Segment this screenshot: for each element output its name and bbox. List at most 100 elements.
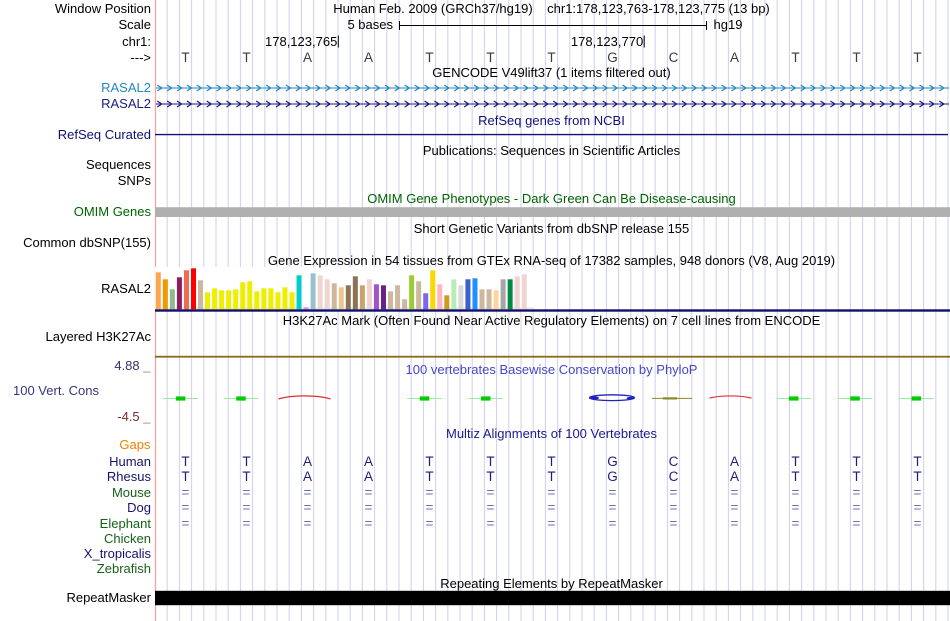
base-letter: T	[425, 49, 434, 65]
track-label-species-human[interactable]: Human	[109, 453, 151, 469]
track-label-chrom: chr1:	[122, 33, 151, 49]
gtex-bar-12	[233, 289, 239, 310]
gtex-bar-17	[268, 288, 274, 310]
gtex-bar-47	[479, 289, 485, 310]
alignment-cell-rhesus: A	[363, 469, 374, 484]
gtex-bar-28	[345, 285, 351, 310]
gtex-expression-bars[interactable]	[155, 268, 527, 310]
track-label-strand: --->	[130, 49, 151, 65]
alignment-cell-mouse: =	[730, 485, 739, 500]
gtex-bar-41	[437, 284, 443, 310]
gtex-bar-49	[493, 290, 499, 310]
gtex-bar-10	[219, 290, 225, 310]
track-title-publications: Publications: Sequences in Scientific Ar…	[422, 143, 681, 158]
axis-label-phylop-min: -4.5 _	[117, 410, 150, 424]
alignment-cell-dog: =	[547, 500, 556, 515]
track-label-species-chicken[interactable]: Chicken	[104, 530, 151, 546]
alignment-cell-human: A	[363, 453, 374, 469]
alignment-cell-dog: =	[669, 500, 678, 515]
base-letter: T	[547, 49, 556, 65]
alignment-cell-elephant: =	[791, 515, 800, 531]
gtex-bar-18	[275, 292, 281, 310]
gtex-bar-11	[226, 290, 232, 310]
alignment-cell-dog: =	[486, 500, 495, 515]
track-label-layered-h3k27ac[interactable]: Layered H3K27Ac	[45, 329, 151, 344]
alignment-cell-elephant: =	[425, 515, 434, 531]
track-title-dbsnp: Short Genetic Variants from dbSNP releas…	[413, 221, 690, 236]
gencode-transcript-2-line[interactable]	[156, 100, 949, 108]
track-label-common-dbsnp[interactable]: Common dbSNP(155)	[23, 235, 151, 250]
track-label-vert-cons[interactable]: 100 Vert. Cons	[13, 383, 99, 398]
gtex-bar-46	[472, 278, 478, 310]
gtex-bar-7	[198, 280, 204, 310]
gtex-bar-53	[521, 274, 527, 310]
track-label-gencode-rasal2-1[interactable]: RASAL2	[101, 80, 151, 95]
alignment-cell-rhesus: T	[913, 469, 922, 484]
gtex-bar-8	[205, 292, 211, 310]
phylop-conservation-features[interactable]	[163, 394, 934, 402]
alignment-cell-elephant: =	[852, 515, 861, 531]
alignment-cell-human: T	[547, 453, 556, 469]
track-label-refseq-curated[interactable]: RefSeq Curated	[57, 126, 151, 142]
track-label-species-mouse[interactable]: Mouse	[111, 485, 151, 500]
assembly-label: Human Feb. 2009 (GRCh37/hg19)	[333, 0, 533, 16]
gencode-transcript-1-line[interactable]	[156, 84, 949, 92]
alignment-cell-elephant: =	[181, 515, 190, 531]
track-title-repeatmasker: Repeating Elements by RepeatMasker	[440, 575, 663, 591]
alignment-cell-human: T	[913, 453, 922, 469]
gtex-bar-1	[155, 272, 161, 310]
axis-value: -4.5	[117, 409, 140, 424]
omim-genes-bar[interactable]	[155, 207, 950, 217]
gtex-bar-40	[430, 270, 436, 310]
alignment-cell-dog: =	[364, 500, 373, 515]
gtex-bar-21	[296, 275, 302, 310]
track-label-gaps[interactable]: Gaps	[119, 436, 151, 452]
track-label-species-rhesus[interactable]: Rhesus	[106, 469, 151, 484]
alignment-cell-mouse: =	[791, 485, 800, 500]
alignment-cell-elephant: =	[669, 515, 678, 531]
gtex-bar-15	[254, 291, 260, 310]
alignment-cell-rhesus: T	[181, 469, 190, 484]
gtex-bar-36	[402, 299, 408, 310]
track-label-gencode-rasal2-2[interactable]: RASAL2	[101, 96, 151, 111]
base-letter: C	[668, 49, 679, 65]
alignment-cell-elephant: =	[303, 515, 312, 531]
scale-bar	[399, 21, 707, 30]
gtex-bar-3	[169, 289, 175, 310]
track-label-species-elephant[interactable]: Elephant	[99, 515, 151, 531]
gtex-bar-27	[338, 287, 344, 310]
alignment-cell-mouse: =	[913, 485, 922, 500]
alignment-cell-elephant: =	[242, 515, 251, 531]
alignment-cell-mouse: =	[608, 485, 617, 500]
alignment-cell-dog: =	[730, 500, 739, 515]
h3k27ac-signal-line[interactable]	[155, 355, 950, 358]
alignment-cell-dog: =	[425, 500, 434, 515]
track-label-repeatmasker-label[interactable]: RepeatMasker	[66, 589, 151, 605]
track-label-species-dog[interactable]: Dog	[127, 500, 151, 515]
gtex-bar-26	[331, 283, 337, 310]
track-label-gtex-rasal2[interactable]: RASAL2	[101, 281, 151, 296]
track-title-gencode: GENCODE V49lift37 (1 items filtered out)	[432, 65, 671, 80]
track-label-window-position: Window Position	[54, 0, 151, 16]
alignment-cell-elephant: =	[730, 515, 739, 531]
alignment-cell-mouse: =	[425, 485, 434, 500]
track-label-omim-genes[interactable]: OMIM Genes	[73, 204, 151, 219]
gtex-bar-38	[416, 281, 422, 310]
gtex-bar-30	[359, 285, 365, 310]
gtex-bar-19	[282, 287, 288, 310]
track-label-snps[interactable]: SNPs	[117, 173, 151, 188]
repeatmasker-bar[interactable]	[155, 590, 950, 606]
alignment-cell-human: T	[791, 453, 800, 469]
gtex-bar-33	[380, 285, 386, 310]
gtex-bar-23	[310, 273, 316, 310]
alignment-cell-human: T	[852, 453, 861, 469]
alignment-cell-dog: =	[852, 500, 861, 515]
track-label-species-x-tropicalis[interactable]: X_tropicalis	[83, 545, 151, 561]
alignment-cell-mouse: =	[669, 485, 678, 500]
track-label-species-zebrafish[interactable]: Zebrafish	[96, 560, 151, 576]
gtex-bar-5	[183, 270, 189, 310]
track-label-sequences[interactable]: Sequences	[85, 157, 151, 172]
alignment-cell-human: T	[486, 453, 495, 469]
axis-value: 4.88	[114, 358, 140, 373]
